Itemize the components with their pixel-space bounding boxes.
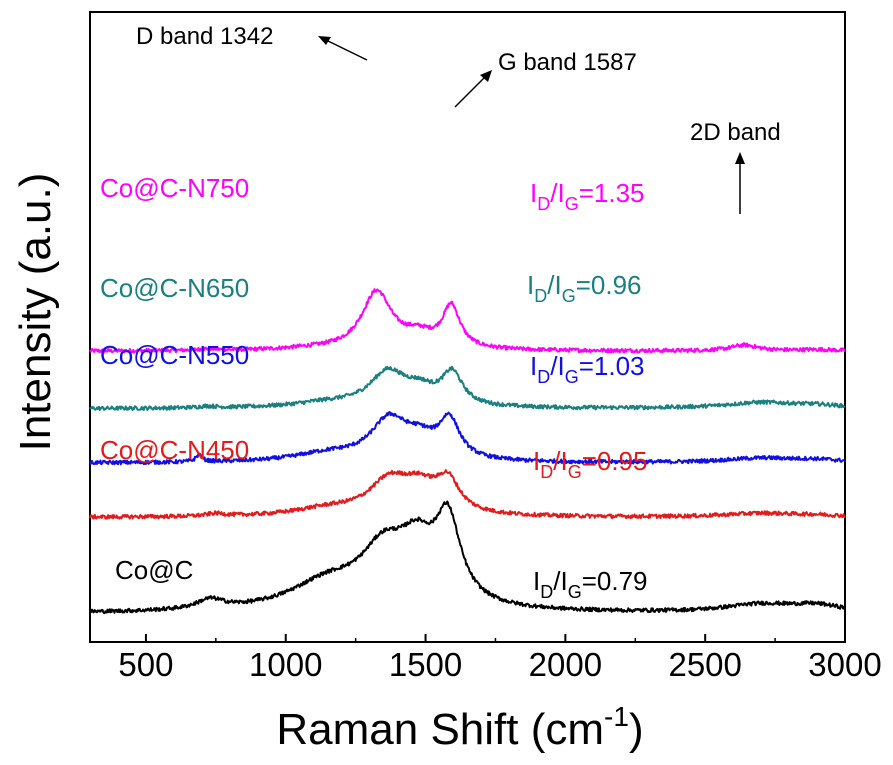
series-line-2 <box>89 411 846 466</box>
x-axis-title-end: ) <box>629 705 644 754</box>
x-axis-title-sup: -1 <box>604 701 629 732</box>
ratio-label-2: ID/IG=1.03 <box>530 351 645 387</box>
x-tick-label: 1000 <box>249 646 322 683</box>
series-label-coc: Co@C <box>115 555 193 585</box>
series-line-0 <box>89 288 846 354</box>
x-tick-label: 3000 <box>808 646 881 683</box>
g-band-arrow-line <box>454 76 486 108</box>
band-2d-annotation: 2D band <box>690 119 781 214</box>
g-band-arrow-head <box>480 70 492 82</box>
ratio-labels: ID/IG=1.35 ID/IG=0.96 ID/IG=1.03 ID/IG=0.95… <box>527 178 648 602</box>
series-line-1 <box>89 365 846 411</box>
band-2d-label: 2D band <box>690 119 781 146</box>
g-band-label: G band 1587 <box>498 49 637 76</box>
d-band-arrow-line <box>325 39 368 61</box>
g-band-annotation: G band 1587 <box>454 49 637 108</box>
series-line-3 <box>89 469 846 520</box>
x-axis-title: Raman Shift (cm-1) <box>276 701 643 754</box>
series-label-n550: Co@C-N550 <box>100 340 249 370</box>
d-band-arrow-head <box>318 36 331 45</box>
x-tick-label: 500 <box>118 646 173 683</box>
series-label-n750: Co@C-N750 <box>100 173 249 203</box>
plot-frame <box>89 11 846 643</box>
d-band-label: D band 1342 <box>136 23 273 50</box>
x-tick-label: 2000 <box>529 646 602 683</box>
series-label-n450: Co@C-N450 <box>100 435 249 465</box>
ratio-label-1: ID/IG=0.96 <box>527 270 642 306</box>
ratio-label-4: ID/IG=0.79 <box>533 566 648 602</box>
ratio-label-0: ID/IG=1.35 <box>530 178 645 214</box>
y-axis-title: Intensity (a.u.) <box>11 173 60 452</box>
x-axis-ticks: 500 1000 1500 2000 2500 3000 <box>118 634 882 683</box>
x-tick-label: 2500 <box>668 646 741 683</box>
d-band-annotation: D band 1342 <box>136 23 368 61</box>
band-2d-arrow-head <box>735 152 745 164</box>
series-layer <box>89 288 846 615</box>
series-label-n650: Co@C-N650 <box>100 273 249 303</box>
x-tick-label: 1500 <box>389 646 462 683</box>
series-line-4 <box>89 500 846 615</box>
ratio-label-3: ID/IG=0.95 <box>533 446 648 482</box>
